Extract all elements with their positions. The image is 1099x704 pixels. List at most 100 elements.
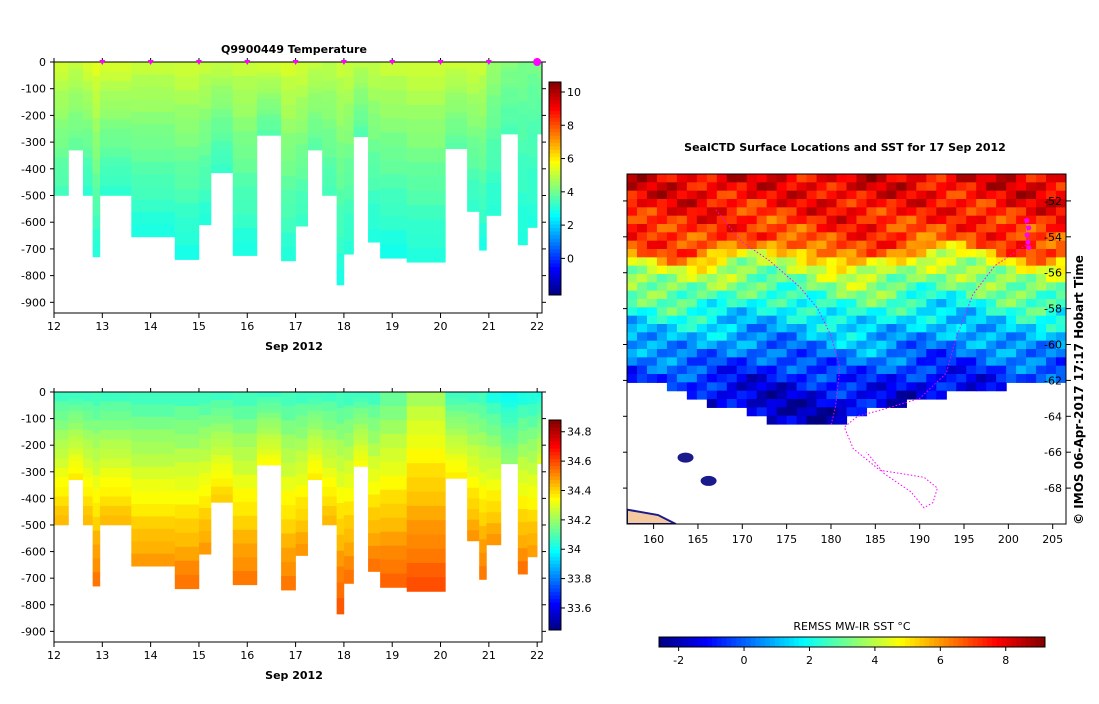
- temperature-colorbar-swatch: [549, 117, 561, 122]
- salinity-cell: [467, 392, 480, 403]
- sst-pixel: [926, 265, 937, 275]
- sst-map-axes: 160 165 170 175 180 185 190 195 200 205-52-54-56-…: [623, 173, 1071, 546]
- sst-map-body: [627, 174, 1066, 524]
- sst-pixel: [766, 307, 778, 317]
- sst-pixel: [816, 299, 828, 308]
- salinity-cell: [174, 560, 200, 576]
- sst-pixel: [1026, 174, 1037, 183]
- sst-colorbar-swatch: [919, 637, 925, 647]
- sst-pixel: [836, 249, 848, 258]
- sst-pixel: [1016, 174, 1027, 183]
- salinity-cell: [295, 450, 308, 463]
- sst-pixel: [826, 257, 838, 267]
- salinity-cell: [281, 448, 296, 464]
- sst-pixel: [1046, 199, 1057, 208]
- sst-pixel: [966, 332, 977, 342]
- sst-pixel: [676, 374, 688, 383]
- sst-pixel: [716, 399, 728, 408]
- sst-colorbar-swatch: [934, 637, 940, 647]
- sst-pixel: [896, 174, 907, 183]
- salinity-cell: [445, 410, 468, 417]
- sst-pixel: [826, 349, 838, 358]
- sst-pixel: [686, 290, 698, 300]
- sst-pixel: [776, 282, 788, 292]
- sst-pixel: [886, 332, 897, 342]
- salinity-cell: [500, 407, 519, 413]
- salinity-cell: [68, 460, 84, 468]
- temperature-cell: [336, 141, 345, 158]
- sst-pixel: [856, 382, 868, 392]
- sst-pixel: [966, 315, 977, 325]
- temperature-cell: [256, 109, 282, 115]
- temperature-cell: [174, 104, 200, 119]
- sst-pixel: [876, 299, 888, 308]
- sst-pixel: [996, 365, 1007, 375]
- sst-pixel: [946, 299, 957, 308]
- salinity-cell: [445, 441, 468, 448]
- sst-pixel: [916, 374, 927, 383]
- salinity-cell: [336, 407, 345, 425]
- temperature-cell: [336, 253, 345, 270]
- sst-pixel: [1046, 299, 1057, 308]
- sst-pixel: [726, 332, 738, 342]
- salinity-colorbar-swatch: [549, 563, 561, 568]
- sst-pixel: [1026, 232, 1037, 242]
- salinity-cell: [256, 402, 282, 408]
- salinity-cell: [517, 444, 528, 458]
- sst-colorbar-swatch: [808, 637, 814, 647]
- sst-pixel: [996, 274, 1007, 283]
- salinity-cell: [92, 433, 101, 448]
- temperature-cell: [281, 218, 296, 233]
- sst-pixel: [656, 315, 668, 325]
- temperature-colorbar-swatch: [549, 145, 561, 150]
- temperature-cell: [380, 188, 408, 203]
- sst-pixel: [956, 232, 967, 242]
- sst-pixel: [956, 365, 967, 375]
- sst-pixel: [836, 382, 848, 392]
- sst-pixel: [756, 249, 768, 258]
- sst-pixel: [676, 274, 688, 283]
- salinity-cell: [537, 438, 543, 444]
- temperature-cell: [281, 232, 296, 248]
- temperature-colorbar-swatch: [549, 270, 561, 275]
- map-xtick-label: 195: [954, 533, 975, 546]
- temperature-cell: [537, 67, 543, 73]
- temperature-cell: [527, 144, 538, 157]
- temperature-cell: [343, 240, 354, 255]
- sst-pixel: [636, 299, 648, 308]
- salinity-cell: [500, 417, 519, 424]
- sst-pixel: [1046, 315, 1057, 325]
- sst-pixel: [936, 282, 947, 292]
- sst-pixel: [816, 182, 828, 192]
- sst-pixel: [726, 390, 738, 400]
- salinity-profile-column: [467, 392, 480, 542]
- temperature-colorbar-swatch: [549, 291, 561, 296]
- temperature-cell: [54, 81, 69, 91]
- sst-pixel: [636, 315, 648, 325]
- sst-pixel: [627, 374, 638, 383]
- sst-pixel: [906, 240, 917, 250]
- temperature-cell: [256, 77, 282, 84]
- sst-pixel: [646, 199, 658, 208]
- sst-pixel: [996, 324, 1007, 333]
- sst-pixel: [986, 357, 997, 367]
- sst-pixel: [956, 349, 967, 358]
- sst-pixel: [726, 299, 738, 308]
- sst-pixel: [976, 249, 987, 258]
- sst-pixel: [936, 290, 947, 300]
- temperature-cell: [368, 229, 381, 243]
- temperature-cell: [54, 128, 69, 139]
- sst-pixel: [766, 190, 778, 200]
- sst-pixel: [736, 382, 748, 392]
- salinity-colorbar-swatch: [549, 591, 561, 596]
- temperature-cell: [99, 62, 132, 72]
- sst-pixel: [896, 249, 907, 258]
- salinity-cell: [343, 460, 354, 475]
- sst-pixel: [686, 374, 698, 383]
- sst-pixel: [696, 382, 708, 392]
- sst-pixel: [776, 257, 788, 267]
- temperature-cell: [368, 62, 381, 76]
- temperature-cell: [368, 177, 381, 192]
